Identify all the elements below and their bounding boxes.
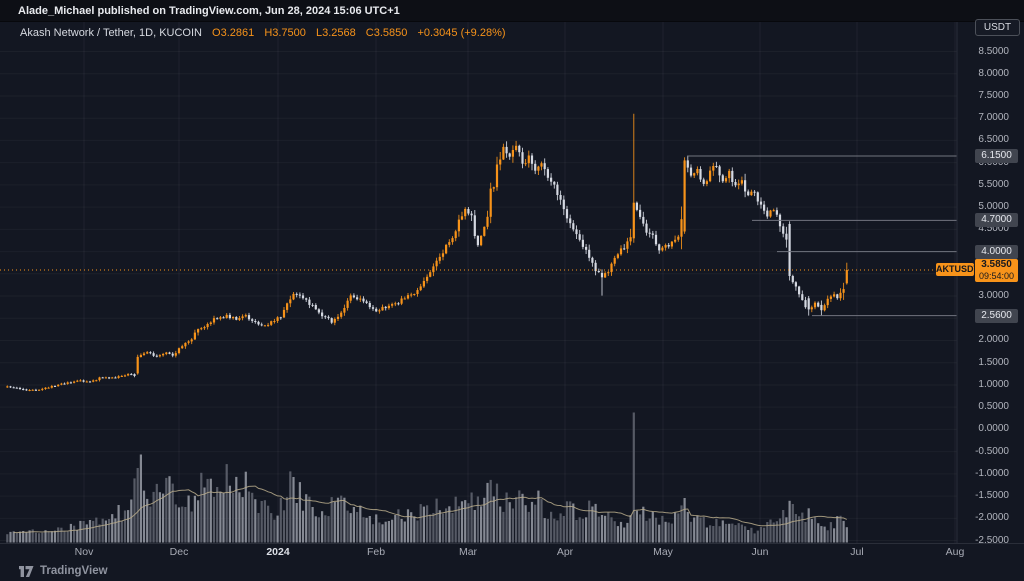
last-price-value: 3.5850 xyxy=(981,259,1012,270)
price-tick-label: 2.0000 xyxy=(978,334,1009,346)
axis-borders xyxy=(0,22,1024,544)
time-axis-label: Jun xyxy=(751,546,769,558)
legend-open: O3.2861 xyxy=(212,27,255,39)
level-price-label: 6.1500 xyxy=(975,148,1018,163)
price-tick-label: 8.5000 xyxy=(978,45,1009,57)
price-tick-label: 1.5000 xyxy=(978,356,1009,368)
time-axis-label: Feb xyxy=(366,546,386,558)
time-scale[interactable]: Nov Dec 2024 Feb Mar Apr May Jun Jul Aug xyxy=(0,543,1024,561)
price-tick-label: -2.5000 xyxy=(975,534,1009,544)
price-tick-label: 5.5000 xyxy=(978,178,1009,190)
price-tick-label: 1.0000 xyxy=(978,378,1009,390)
chart-legend: Akash Network / Tether, 1D, KUCOIN O3.28… xyxy=(20,27,506,39)
legend-change: +0.3045 (+9.28%) xyxy=(417,27,506,39)
level-price-label: 4.7000 xyxy=(975,213,1018,228)
publication-bar: Alade_Michael published on TradingView.c… xyxy=(0,0,1024,22)
currency-toggle-button[interactable]: USDT xyxy=(975,19,1020,36)
price-tick-label: 3.0000 xyxy=(978,290,1009,302)
level-price-label: 2.5600 xyxy=(975,308,1018,323)
price-tick-label: 0.0000 xyxy=(978,423,1009,435)
legend-low: L3.2568 xyxy=(315,27,356,39)
volume-ma-line xyxy=(13,485,848,534)
time-axis-label: Jul xyxy=(850,546,864,558)
level-price-label: 4.0000 xyxy=(975,244,1018,259)
time-axis-label: Dec xyxy=(169,546,189,558)
time-axis-label: 2024 xyxy=(266,546,290,558)
last-price-label: 3.5850 09:54:00 xyxy=(975,259,1018,282)
level-lines xyxy=(687,155,957,317)
tradingview-logo[interactable]: TradingView xyxy=(16,561,108,581)
legend-close: C3.5850 xyxy=(365,27,408,39)
price-tick-label: 4.5000 xyxy=(978,223,1009,235)
volume-series xyxy=(6,412,848,543)
time-axis-label: Nov xyxy=(74,546,94,558)
legend-high: H3.7500 xyxy=(264,27,306,39)
price-tick-label: -2.0000 xyxy=(975,512,1009,524)
publication-text: Alade_Michael published on TradingView.c… xyxy=(18,5,400,17)
price-tick-label: 8.0000 xyxy=(978,67,1009,79)
price-scale[interactable]: 8.50008.00007.50007.00006.50006.00005.50… xyxy=(0,0,1024,545)
tradingview-logo-text: TradingView xyxy=(40,565,108,577)
symbol-title: Akash Network / Tether, 1D, KUCOIN xyxy=(20,27,202,39)
gridlines xyxy=(0,22,957,544)
price-tick-label: 6.5000 xyxy=(978,134,1009,146)
time-axis-label: May xyxy=(653,546,673,558)
bar-countdown: 09:54:00 xyxy=(978,271,1015,281)
symbol-price-tag: AKTUSDT xyxy=(936,263,979,276)
price-tick-label: 0.5000 xyxy=(978,401,1009,413)
price-tick-label: 5.0000 xyxy=(978,201,1009,213)
price-tick-label: 7.0000 xyxy=(978,112,1009,124)
time-axis-label: Aug xyxy=(945,546,965,558)
time-axis-label: Mar xyxy=(458,546,478,558)
price-tick-label: -1.5000 xyxy=(975,490,1009,502)
price-tick-label: 7.5000 xyxy=(978,89,1009,101)
candlestick-series xyxy=(6,113,848,392)
price-tick-label: -0.5000 xyxy=(975,445,1009,457)
price-tick-label: -1.0000 xyxy=(975,467,1009,479)
time-axis-label: Apr xyxy=(556,546,574,558)
tradingview-logo-icon xyxy=(19,565,34,577)
